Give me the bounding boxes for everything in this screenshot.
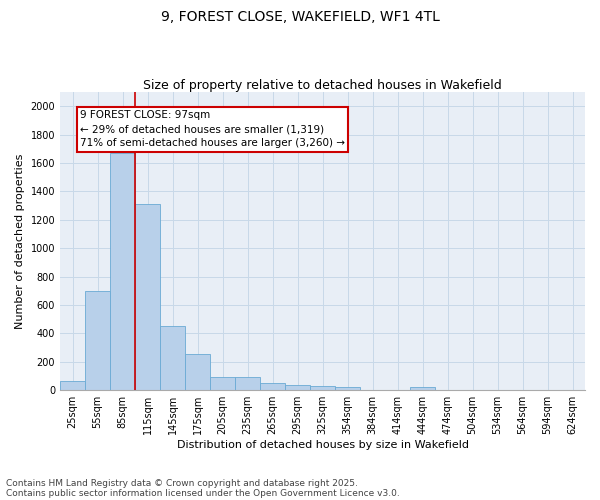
Title: Size of property relative to detached houses in Wakefield: Size of property relative to detached ho…: [143, 79, 502, 92]
Bar: [410, 388, 435, 390]
Text: Contains HM Land Registry data © Crown copyright and database right 2025.: Contains HM Land Registry data © Crown c…: [6, 478, 358, 488]
X-axis label: Distribution of detached houses by size in Wakefield: Distribution of detached houses by size …: [176, 440, 469, 450]
Bar: [85, 291, 110, 390]
Bar: [285, 384, 310, 390]
Y-axis label: Number of detached properties: Number of detached properties: [15, 154, 25, 329]
Bar: [260, 383, 285, 390]
Bar: [160, 326, 185, 390]
Bar: [185, 354, 210, 390]
Bar: [60, 381, 85, 390]
Text: Contains public sector information licensed under the Open Government Licence v3: Contains public sector information licen…: [6, 488, 400, 498]
Bar: [235, 378, 260, 390]
Bar: [210, 378, 235, 390]
Text: 9, FOREST CLOSE, WAKEFIELD, WF1 4TL: 9, FOREST CLOSE, WAKEFIELD, WF1 4TL: [161, 10, 439, 24]
Bar: [110, 153, 135, 390]
Bar: [310, 386, 335, 390]
Bar: [335, 386, 360, 390]
Bar: [135, 204, 160, 390]
Text: 9 FOREST CLOSE: 97sqm
← 29% of detached houses are smaller (1,319)
71% of semi-d: 9 FOREST CLOSE: 97sqm ← 29% of detached …: [80, 110, 345, 148]
